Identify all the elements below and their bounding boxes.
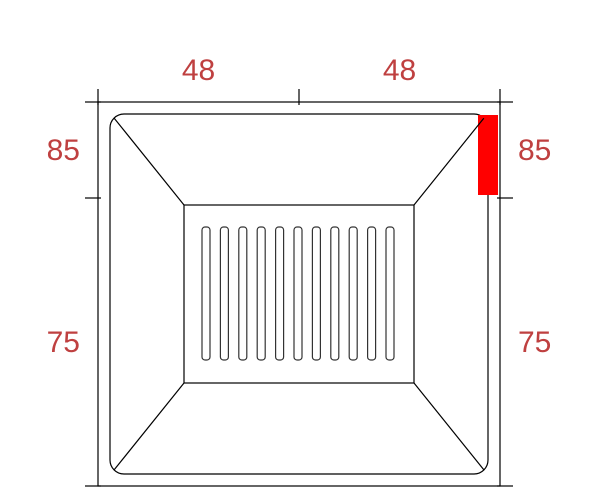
drain-slot [349, 227, 357, 360]
dim-top-right: 48 [383, 54, 416, 87]
drain-slot [386, 227, 394, 360]
dim-left-upper: 85 [47, 134, 80, 167]
drain-slot [202, 227, 210, 360]
dim-right-lower: 75 [518, 326, 551, 359]
drain-slot [312, 227, 320, 360]
basin-rim [110, 114, 488, 474]
drain-slot [331, 227, 339, 360]
drain-slot [220, 227, 228, 360]
dim-top-left: 48 [182, 54, 215, 87]
highlighted-segment [478, 115, 498, 195]
basin-floor [184, 205, 414, 383]
outer-frame [98, 102, 500, 486]
drain-slot [257, 227, 265, 360]
drain-slots [202, 227, 394, 360]
drain-slot [276, 227, 284, 360]
bevel-diagonals [114, 118, 484, 470]
drain-slot [294, 227, 302, 360]
drain-slot [368, 227, 376, 360]
drain-slot [239, 227, 247, 360]
dim-left-lower: 75 [47, 326, 80, 359]
plan-drawing: 48 48 85 75 85 75 [0, 0, 596, 500]
dim-right-upper: 85 [518, 134, 551, 167]
